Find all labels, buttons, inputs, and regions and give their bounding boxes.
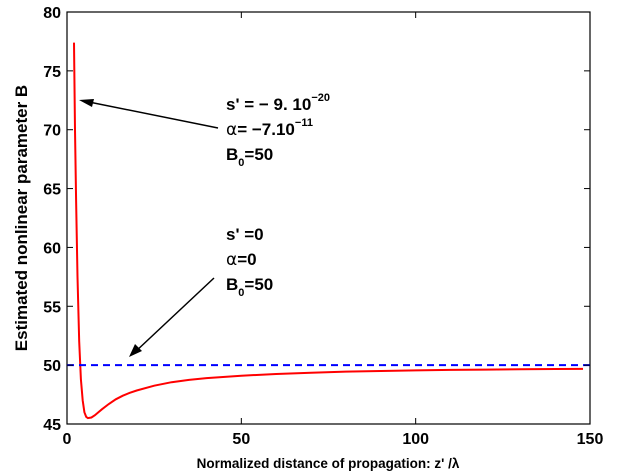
annotation-1: s' = − 9. 10−20 α= −7.10−11 B0=50 bbox=[79, 92, 330, 169]
y-tick-label-3: 55 bbox=[43, 299, 61, 316]
ticks-layer: 0 50 100 150 45 50 55 60 65 70 75 80 bbox=[43, 5, 603, 448]
annotation-2-alpha-value: =0 bbox=[237, 250, 256, 269]
annotation-2-arrow bbox=[133, 277, 215, 354]
annotation-1-arrow bbox=[83, 100, 219, 129]
annotation-1-b-value: =50 bbox=[244, 145, 273, 164]
annotation-2-line-1: s' =0 bbox=[226, 225, 264, 244]
annotation-2-arrowhead bbox=[129, 344, 142, 357]
y-axis-label: Estimated nonlinear parameter B bbox=[12, 85, 31, 351]
annotation-2-b-value: =50 bbox=[244, 275, 273, 294]
y-tick-label-4: 60 bbox=[43, 240, 61, 257]
x-tick-label-3: 100 bbox=[402, 431, 429, 448]
x-tick-label-2: 50 bbox=[232, 431, 250, 448]
y-tick-label-1: 45 bbox=[43, 417, 61, 434]
annotation-1-b-subscript: 0 bbox=[238, 157, 244, 169]
annotation-1-arrowhead bbox=[79, 99, 94, 107]
annotation-2-line-2: α=0 bbox=[226, 250, 257, 270]
x-tick-label-1: 0 bbox=[63, 431, 72, 448]
series-layer bbox=[67, 42, 590, 420]
annotation-1-b-symbol: B bbox=[226, 145, 238, 164]
annotation-2-line-3: B0=50 bbox=[226, 275, 273, 299]
y-tick-label-6: 70 bbox=[43, 123, 61, 140]
y-tick-label-2: 50 bbox=[43, 358, 61, 375]
annotation-1-alpha-value: = −7.10 bbox=[237, 120, 295, 139]
annotation-2-b-subscript: 0 bbox=[238, 287, 244, 299]
y-tick-label-5: 65 bbox=[43, 182, 61, 199]
series-1-line bbox=[73, 42, 584, 420]
x-tick-label-4: 150 bbox=[577, 431, 604, 448]
annotation-1-line-3: B0=50 bbox=[226, 145, 273, 169]
x-axis-label: Normalized distance of propagation: z' /… bbox=[197, 456, 460, 471]
y-tick-label-7: 75 bbox=[43, 64, 61, 81]
annotation-1-alpha-exponent: −11 bbox=[295, 117, 313, 129]
annotation-2: s' =0 α=0 B0=50 bbox=[129, 225, 273, 357]
annotation-1-s-exponent: −20 bbox=[311, 92, 330, 104]
annotation-1-line-2: α= −7.10−11 bbox=[226, 117, 313, 140]
annotation-2-alpha-symbol: α bbox=[226, 250, 237, 270]
y-tick-label-8: 80 bbox=[43, 5, 61, 22]
annotation-1-alpha-symbol: α bbox=[226, 120, 237, 140]
annotation-1-s-value: s' = − 9. 10 bbox=[226, 95, 311, 114]
annotation-2-b-symbol: B bbox=[226, 275, 238, 294]
annotation-1-line-1: s' = − 9. 10−20 bbox=[226, 92, 330, 114]
plot-frame bbox=[66, 11, 591, 425]
